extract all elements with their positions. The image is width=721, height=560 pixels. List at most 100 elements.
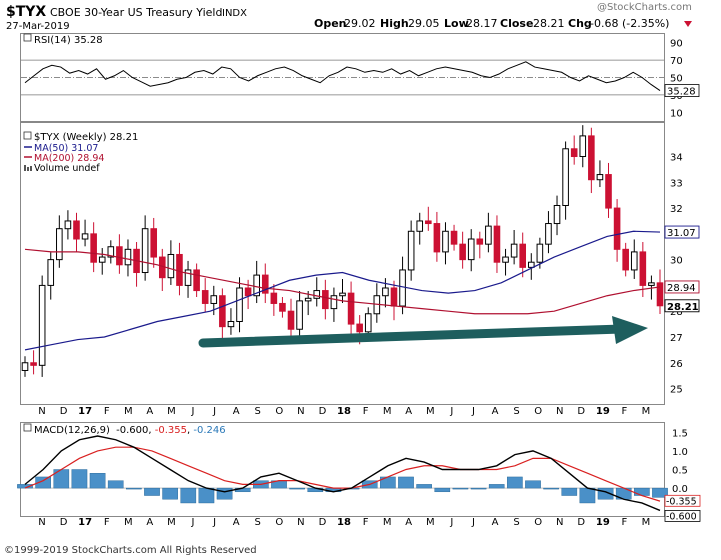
macd-histogram-bar — [416, 484, 432, 489]
price-x-label: S — [255, 406, 261, 417]
candle-body — [442, 230, 449, 253]
candle-body — [227, 321, 235, 328]
price-tick-label: 30 — [670, 256, 683, 267]
trend-arrow-head — [612, 316, 648, 344]
price-x-label: N — [38, 406, 45, 417]
high-value: 29.05 — [408, 17, 440, 30]
candle-body — [296, 300, 303, 330]
macd-x-label: M — [167, 517, 176, 528]
close-label: Close — [500, 17, 533, 30]
candle-body — [38, 284, 46, 366]
candle-body — [98, 256, 106, 263]
candle-body — [201, 290, 209, 304]
price-tag-box — [664, 299, 700, 313]
candle-body — [167, 253, 175, 279]
rsi-tick-label: 10 — [670, 108, 683, 119]
trend-arrow — [198, 316, 648, 348]
price-x-label: A — [405, 406, 412, 417]
copyright: ©1999-2019 StockCharts.com All Rights Re… — [4, 545, 257, 556]
candle-body — [579, 135, 587, 158]
macd-x-label: M — [642, 517, 651, 528]
price-x-label: 18 — [337, 406, 351, 417]
macd-histogram-bar — [89, 473, 106, 489]
candle-body — [73, 220, 80, 240]
rsi-tick-label: 90 — [670, 39, 683, 50]
price-tag-label: 28.21 — [667, 302, 699, 313]
candle-body — [150, 228, 158, 258]
price-x-label: A — [146, 406, 153, 417]
price-x-label: J — [449, 406, 453, 417]
macd-signal-line — [24, 446, 661, 502]
macd-x-label: N — [297, 517, 304, 528]
price-legend-text: $TYX (Weekly) 28.21 — [34, 132, 138, 143]
candle-body — [450, 230, 458, 245]
macd-histogram-bar — [579, 487, 596, 504]
macd-x-label: 17 — [78, 517, 92, 528]
price-x-label: M — [383, 406, 392, 417]
symbol: $TYX — [6, 4, 46, 20]
price-tick-label: 34 — [670, 153, 683, 164]
candle-body — [244, 287, 252, 297]
macd-legend-signal: -0.355 — [155, 425, 187, 436]
macd-tick-label: 1.5 — [672, 428, 688, 439]
macd-histogram-bar — [107, 480, 124, 489]
price-tick-label: 33 — [670, 178, 683, 189]
x-axis-labels: N N D D 17 17 F F M M A A M M J J J J A A S S O O N N D D 18 18 F F M M A A… — [38, 406, 650, 528]
price-tag-label: 31.07 — [667, 228, 696, 239]
candle-body — [639, 251, 647, 286]
macd-x-label: M — [124, 517, 133, 528]
price-x-label: N — [297, 406, 304, 417]
candle-body — [502, 256, 509, 263]
open-label: Open — [314, 17, 347, 30]
low-value: 28.17 — [466, 17, 498, 30]
macd-legend-hist: -0.246 — [193, 425, 225, 436]
macd-x-label: M — [426, 517, 435, 528]
candle-body — [64, 220, 72, 230]
candle-body — [141, 228, 149, 274]
candle-body — [656, 282, 664, 307]
macd-x-label: F — [104, 517, 110, 528]
rsi-last-value: 35.28 — [667, 87, 696, 98]
price-tick-label: 25 — [670, 385, 683, 396]
macd-last-tag — [664, 494, 701, 507]
macd-x-label: J — [212, 517, 216, 528]
macd-histogram-bar — [180, 487, 197, 504]
price-x-label: A — [233, 406, 240, 417]
macd-line — [24, 435, 661, 512]
price-x-label: J — [471, 406, 475, 417]
candle-body — [356, 323, 363, 333]
macd-histogram-bar — [71, 469, 88, 489]
ma200-line — [24, 248, 661, 315]
macd-histogram-bar — [597, 487, 614, 500]
candle-body — [193, 269, 200, 292]
trend-arrow-shaft — [198, 324, 627, 348]
price-x-label: D — [319, 406, 327, 417]
ma50-legend-text: MA(50) 31.07 — [34, 143, 98, 154]
macd-panel: 0.0 0.5 1.0 1.5 -0.355 -0.600 — [17, 428, 701, 522]
instrument-name: CBOE 30-Year US Treasury Yield — [50, 6, 222, 19]
macd-tick-label: 0.5 — [672, 466, 688, 477]
macd-x-label: S — [513, 517, 519, 528]
candle-body — [390, 287, 398, 307]
macd-x-label: O — [275, 517, 283, 528]
candle-body — [416, 220, 424, 232]
macd-tick-label: 0.0 — [672, 484, 688, 495]
macd-last-value: -0.600 — [666, 511, 697, 522]
rsi-last-tag — [664, 84, 700, 97]
candle-body — [467, 238, 475, 261]
candle-body — [596, 174, 604, 181]
candle-body — [493, 225, 501, 263]
macd-x-label: J — [449, 517, 453, 528]
macd-legend-text: MACD(12,26,9) -0.600, -0.355, -0.246 — [34, 425, 226, 436]
rsi-tick-label: 70 — [670, 56, 683, 67]
price-legend: $TYX (Weekly) 28.21 MA(50) 31.07 MA(200)… — [23, 131, 138, 174]
candle-body — [630, 251, 638, 271]
candle-body — [30, 362, 37, 366]
candle-body — [219, 295, 226, 328]
macd-histogram-bar — [652, 487, 668, 498]
candle-body — [433, 223, 441, 253]
candle-body — [236, 287, 243, 323]
price-x-label: F — [104, 406, 110, 417]
high-label: High — [380, 17, 409, 30]
macd-legend-swatch — [23, 423, 32, 432]
